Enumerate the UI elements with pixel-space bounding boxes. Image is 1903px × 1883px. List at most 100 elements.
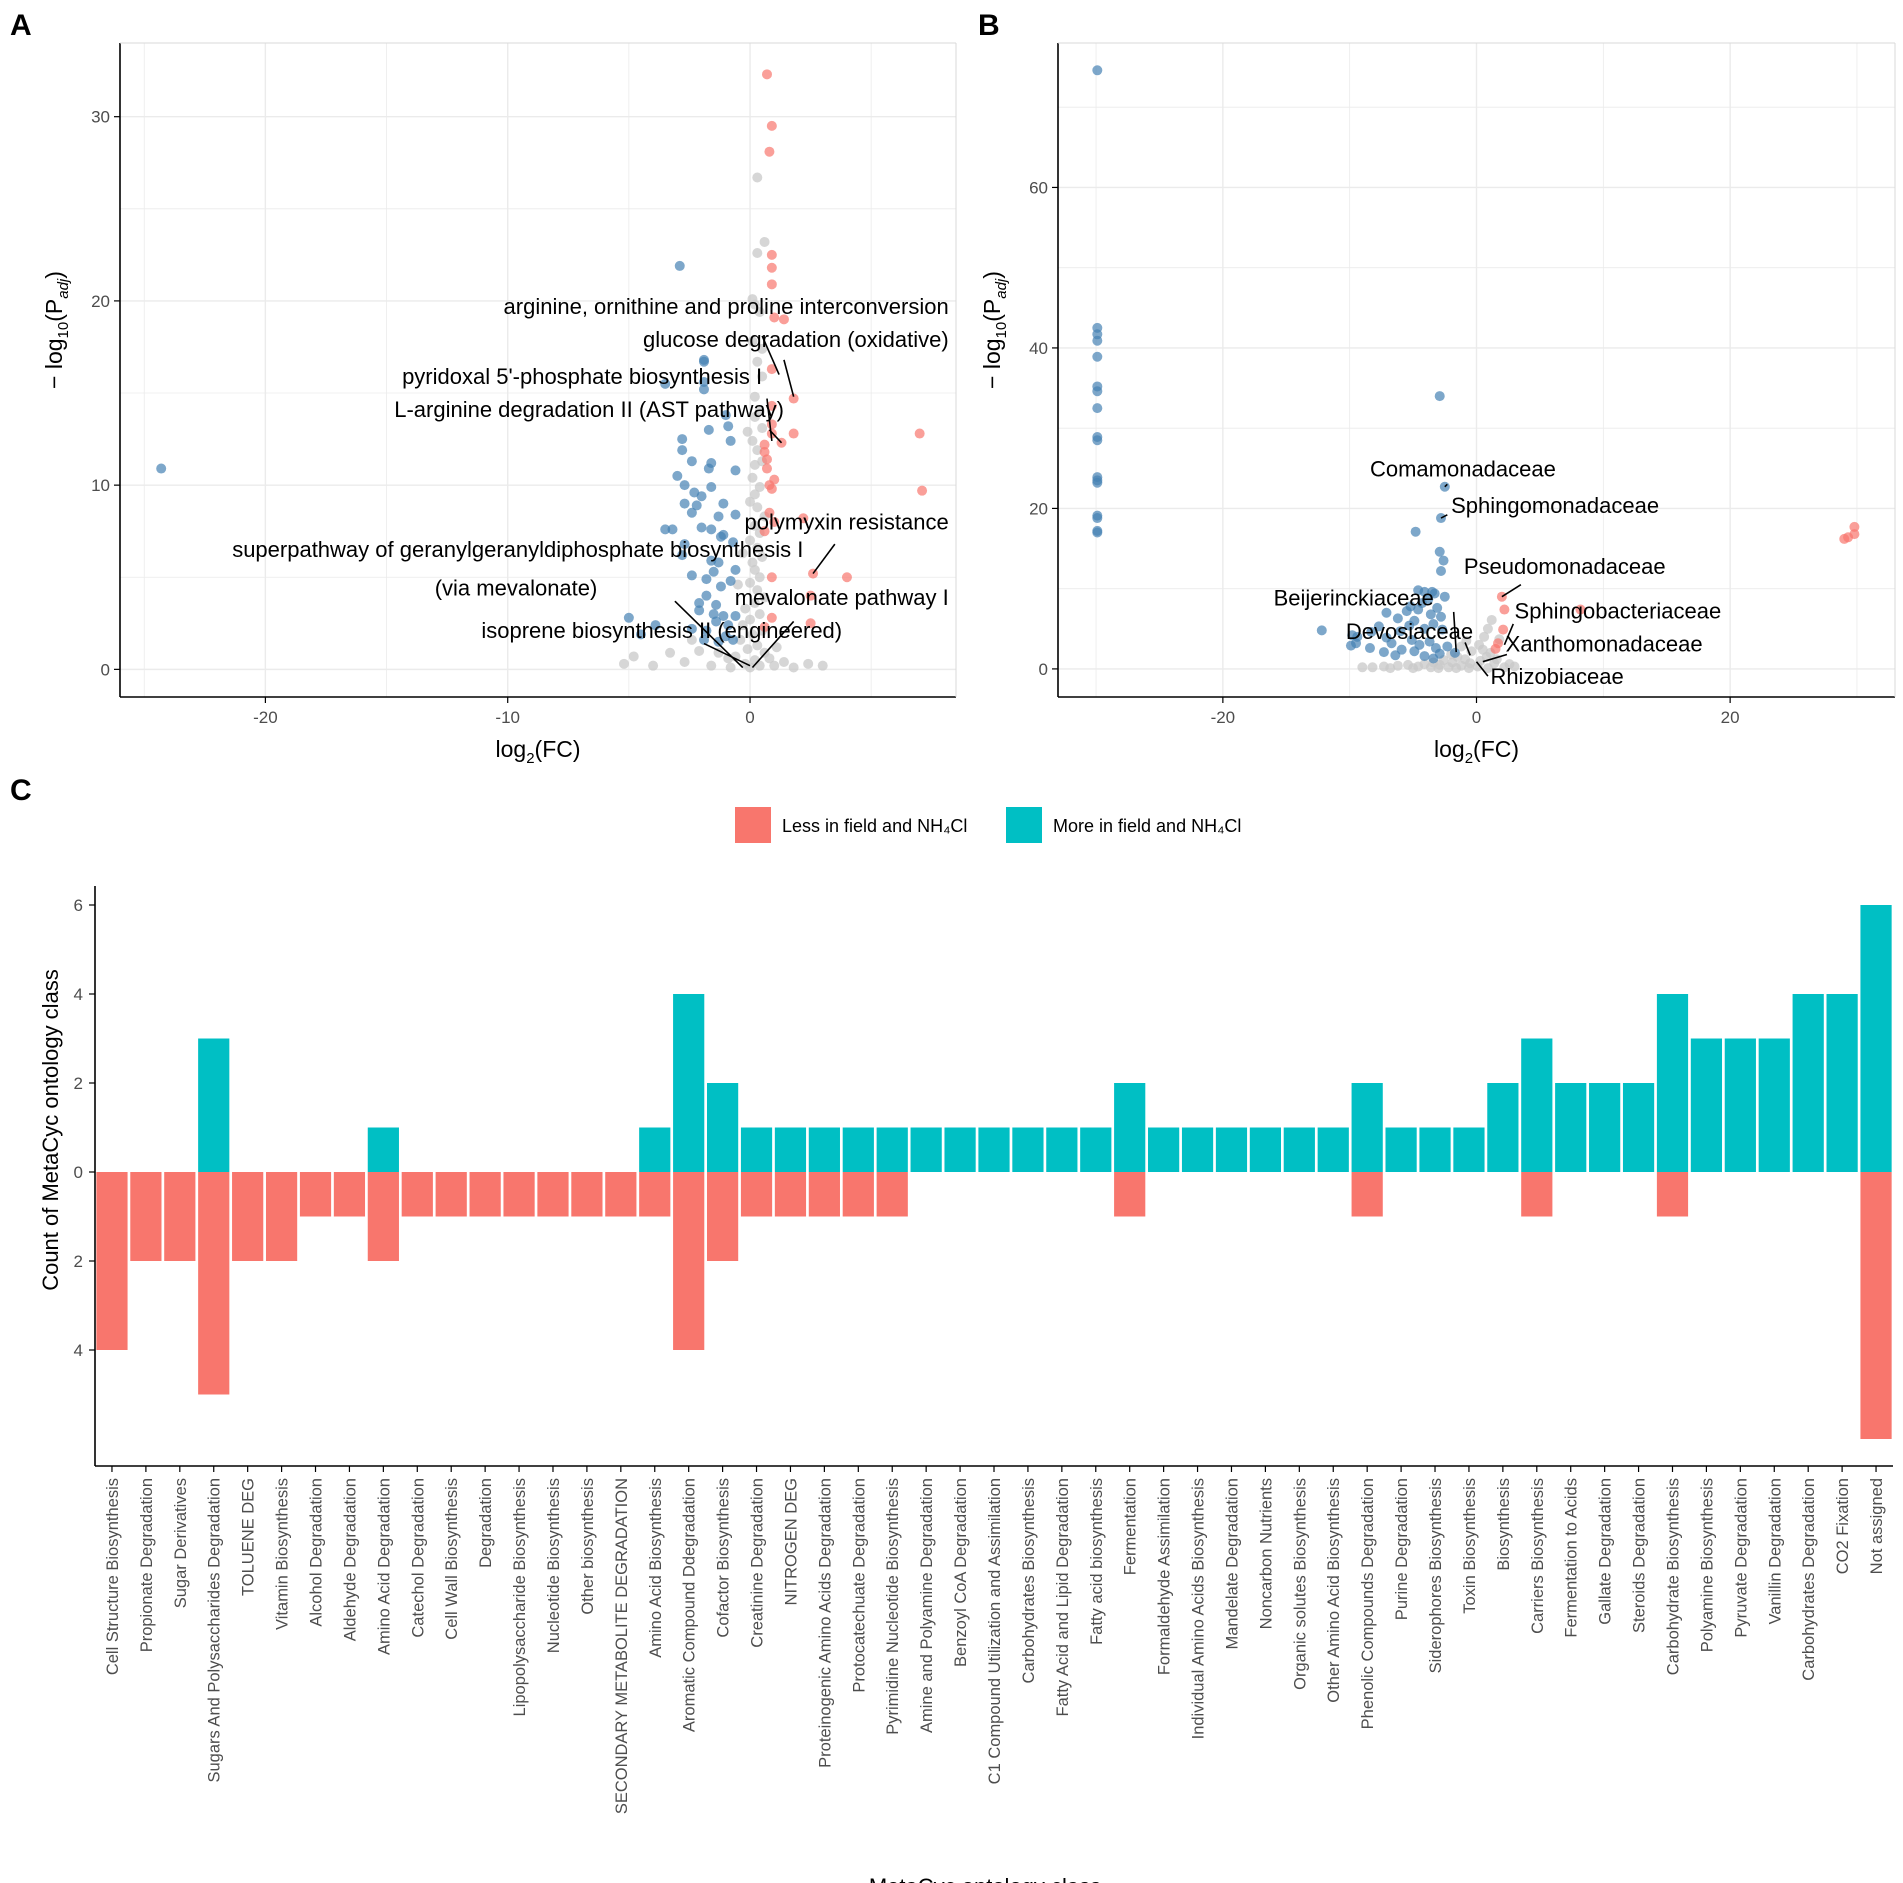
x-axis-title: log2(FC) xyxy=(495,736,580,767)
category-label: Pyruvate Degradation xyxy=(1732,1478,1750,1638)
category-label: Sugar Derivatives xyxy=(172,1478,190,1608)
bar-less xyxy=(706,1172,739,1261)
y-axis-title-tail: (P xyxy=(41,299,67,322)
category-label: TOLUENE DEG xyxy=(240,1478,258,1596)
data-point-down xyxy=(706,481,717,492)
data-point-ns xyxy=(745,535,756,546)
data-point-ns xyxy=(747,435,758,446)
category-label: Catechol Degradation xyxy=(409,1478,427,1638)
data-point-down xyxy=(715,531,726,542)
bar-more xyxy=(1114,1083,1146,1172)
data-point-down xyxy=(1442,641,1453,652)
bar-more xyxy=(1792,994,1824,1172)
category-label: Purine Degradation xyxy=(1393,1478,1411,1620)
data-point-ns xyxy=(759,236,770,247)
category-label: Fermentation xyxy=(1122,1478,1140,1575)
bar-more xyxy=(1589,1083,1621,1172)
data-point-ns xyxy=(757,371,768,382)
panel-b-volcano-families: Comamonadaceae Sphingomonadaceae Pseudomon… xyxy=(978,9,1896,767)
y-tick-label: 0 xyxy=(101,660,110,679)
data-point-ns xyxy=(1482,663,1493,674)
data-point-down xyxy=(679,539,690,550)
data-point-ns xyxy=(747,472,758,483)
category-label: Amino Acid Degradation xyxy=(375,1478,393,1655)
data-point-down xyxy=(694,605,705,616)
legend-swatch-less xyxy=(735,807,771,843)
data-point-ns xyxy=(1504,659,1515,670)
category-label: Aldehyde Degradation xyxy=(341,1478,359,1641)
category-label: Pyrimidine Nucleotide Biosynthesis xyxy=(884,1478,902,1735)
data-point-down xyxy=(711,616,722,627)
category-label: Individual Amino Acids Biosynthesis xyxy=(1190,1478,1208,1739)
y-axis-title-sub: 10 xyxy=(55,322,72,339)
data-point-ns xyxy=(1367,662,1378,673)
data-point-down xyxy=(730,465,741,476)
data-point-ns xyxy=(764,653,775,664)
bar-less xyxy=(96,1172,128,1350)
data-point-up xyxy=(788,393,799,404)
data-point-ns xyxy=(742,426,753,437)
label-leader-line xyxy=(1482,653,1508,663)
bar-more xyxy=(1690,1038,1723,1172)
data-point-ns xyxy=(1479,631,1490,642)
data-point-down xyxy=(677,434,688,445)
bar-more xyxy=(1249,1127,1282,1172)
data-point-ns xyxy=(713,647,724,658)
data-point-down xyxy=(1435,611,1446,622)
y-axis-title: Count of MetaCyc ontology class xyxy=(38,969,63,1291)
bar-more xyxy=(1148,1127,1180,1172)
x-tick-label: 0 xyxy=(745,708,754,727)
category-label: Phenolic Compounds Degradation xyxy=(1359,1478,1377,1729)
x-axis-title-tail: (FC) xyxy=(1473,736,1519,762)
data-point-up xyxy=(1493,638,1504,649)
data-point-down xyxy=(706,524,717,535)
data-point-down xyxy=(1419,623,1430,634)
panel-a-volcano-pathways: arginine, ornithine and proline intercon… xyxy=(10,9,957,767)
data-point-up xyxy=(769,474,780,485)
data-point-down xyxy=(698,356,709,367)
data-point-ns xyxy=(745,577,756,588)
bar-less xyxy=(503,1172,535,1217)
data-point-up xyxy=(764,146,775,157)
data-point-ns xyxy=(749,489,760,500)
data-point-ns xyxy=(757,551,768,562)
data-point-ns xyxy=(747,336,758,347)
bar-more xyxy=(673,994,705,1172)
category-label: Sugars And Polysaccharides Degradation xyxy=(206,1478,224,1783)
data-point-ns xyxy=(1425,662,1436,673)
bar-less xyxy=(842,1172,874,1217)
data-point-down xyxy=(1092,513,1103,524)
bar-less xyxy=(876,1172,908,1217)
data-point-up xyxy=(769,516,780,527)
bar-more xyxy=(944,1127,976,1172)
data-point-ns xyxy=(694,645,705,656)
data-point-down xyxy=(1413,585,1424,596)
category-label: Siderophores Biosynthesis xyxy=(1427,1478,1445,1673)
y-tick-label: 30 xyxy=(91,108,110,127)
bar-less xyxy=(774,1172,807,1217)
data-point-down xyxy=(1092,351,1103,362)
bar-less xyxy=(130,1172,162,1261)
data-point-down xyxy=(1432,602,1443,613)
data-point-down xyxy=(1092,477,1103,488)
data-point-down xyxy=(1413,604,1424,615)
data-point-ns xyxy=(749,598,760,609)
data-point-down xyxy=(728,634,739,645)
data-point-up xyxy=(759,621,770,632)
data-point-down xyxy=(698,384,709,395)
label-leader-line xyxy=(751,620,795,669)
category-label: NITROGEN DEG xyxy=(782,1478,800,1605)
data-point-down xyxy=(1364,643,1375,654)
bar-less xyxy=(1860,1172,1892,1439)
data-point-ns xyxy=(742,644,753,655)
data-point-down xyxy=(728,537,739,548)
label-leader-line xyxy=(1444,483,1448,488)
data-point-ns xyxy=(1451,663,1462,674)
y-axis-title-tail: (P xyxy=(979,299,1005,322)
data-point-down xyxy=(1392,613,1403,624)
point-label: Pseudomonadaceae xyxy=(1464,554,1666,579)
point-label: polymyxin resistance xyxy=(745,509,949,534)
data-point-ns xyxy=(1433,663,1444,674)
data-point-ns xyxy=(754,609,765,620)
bar-more xyxy=(1317,1127,1349,1172)
